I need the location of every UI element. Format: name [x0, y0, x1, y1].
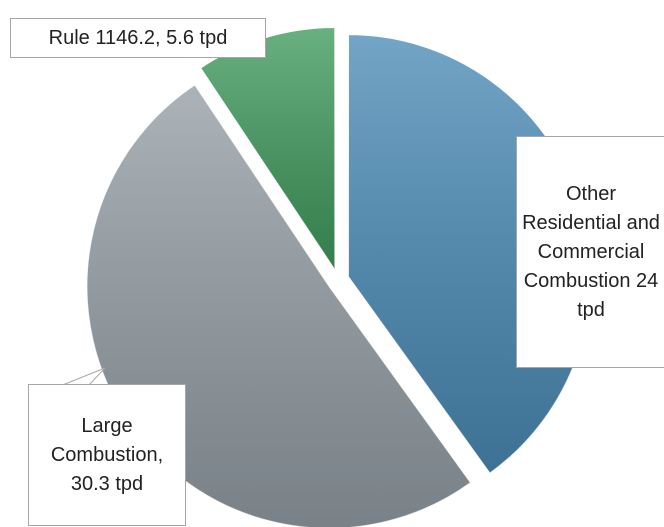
- slice-label: Other Residential and Commercial Combust…: [516, 136, 664, 368]
- callout-pointer: [59, 367, 106, 387]
- slice-shade: [200, 27, 335, 270]
- slice-label: Rule 1146.2, 5.6 tpd: [10, 18, 266, 58]
- slice-label: Large Combustion, 30.3 tpd: [28, 384, 186, 526]
